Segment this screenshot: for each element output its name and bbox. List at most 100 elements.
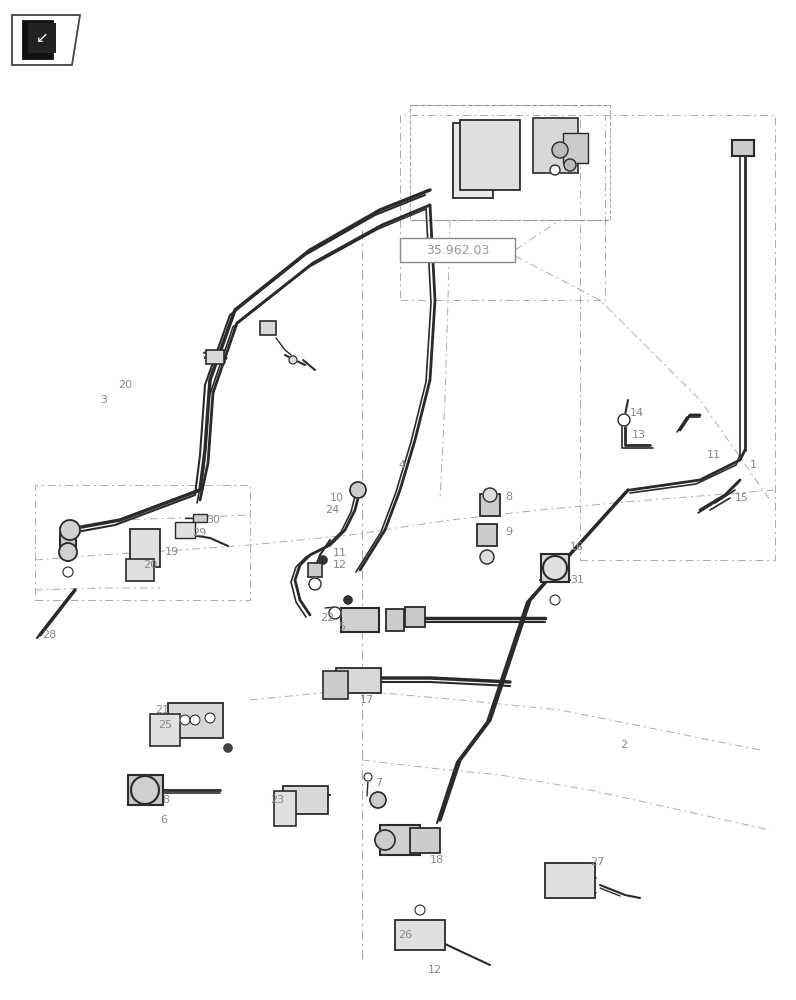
Circle shape [483, 488, 497, 502]
Circle shape [180, 715, 190, 725]
Bar [341, 608, 379, 632]
Text: 8: 8 [162, 795, 169, 805]
Bar [35, 485, 250, 600]
Text: 11: 11 [333, 548, 347, 558]
Text: 26: 26 [398, 930, 412, 940]
Bar [23, 21, 53, 59]
Circle shape [63, 567, 73, 577]
Text: 7: 7 [375, 778, 382, 788]
Bar [477, 524, 497, 546]
Circle shape [289, 356, 297, 364]
Text: 24: 24 [325, 505, 339, 515]
Text: 25: 25 [158, 720, 172, 730]
Circle shape [552, 142, 568, 158]
Bar [126, 559, 154, 581]
Text: 18: 18 [430, 855, 444, 865]
Bar [127, 775, 162, 805]
Circle shape [309, 578, 321, 590]
Text: 27: 27 [590, 857, 604, 867]
Text: 30: 30 [206, 515, 220, 525]
Text: 20: 20 [143, 560, 157, 570]
Circle shape [60, 520, 80, 540]
Text: 28: 28 [42, 630, 57, 640]
Circle shape [364, 773, 372, 781]
Text: 29: 29 [192, 528, 206, 538]
Bar [386, 609, 404, 631]
Bar [175, 522, 195, 538]
Text: 13: 13 [632, 430, 646, 440]
Bar [410, 828, 440, 852]
Text: 8: 8 [505, 492, 512, 502]
Text: 22: 22 [320, 613, 334, 623]
Bar [533, 117, 578, 172]
Bar [460, 120, 520, 190]
Polygon shape [22, 22, 70, 60]
Bar [60, 528, 76, 556]
Circle shape [564, 159, 576, 171]
Text: 12: 12 [333, 560, 347, 570]
Text: 23: 23 [270, 795, 284, 805]
Bar [28, 23, 56, 53]
Circle shape [205, 713, 215, 723]
Text: 20: 20 [118, 380, 132, 390]
Bar [206, 350, 224, 364]
Text: 9: 9 [505, 527, 512, 537]
Bar [260, 321, 276, 335]
Text: 2: 2 [620, 740, 627, 750]
Bar [274, 790, 296, 826]
Circle shape [59, 543, 77, 561]
Bar [335, 668, 380, 692]
Bar [405, 607, 425, 627]
Text: 5: 5 [338, 622, 345, 632]
Text: ↙: ↙ [33, 30, 50, 49]
Circle shape [543, 556, 567, 580]
Circle shape [350, 482, 366, 498]
Bar [150, 714, 180, 746]
Bar [410, 105, 610, 220]
Bar [395, 920, 445, 950]
Text: 35.962.03: 35.962.03 [426, 243, 490, 256]
Text: 11: 11 [707, 450, 721, 460]
Text: 16: 16 [570, 542, 584, 552]
Text: ↙: ↙ [36, 30, 49, 45]
Circle shape [375, 830, 395, 850]
Circle shape [131, 776, 159, 804]
Text: 6: 6 [160, 815, 167, 825]
Text: 1: 1 [750, 460, 757, 470]
Bar [308, 563, 322, 577]
Bar [322, 671, 348, 699]
Bar [480, 494, 500, 516]
Circle shape [480, 550, 494, 564]
Bar [283, 786, 327, 814]
Bar [400, 115, 605, 300]
Bar [732, 140, 754, 156]
Bar [580, 115, 775, 560]
Circle shape [370, 792, 386, 808]
Text: 21: 21 [155, 705, 169, 715]
Text: 3: 3 [100, 395, 107, 405]
Text: 12: 12 [428, 965, 442, 975]
Circle shape [190, 715, 200, 725]
Text: 10: 10 [330, 493, 344, 503]
Polygon shape [12, 15, 80, 65]
Text: 4: 4 [398, 460, 405, 470]
Circle shape [415, 905, 425, 915]
Bar [563, 133, 587, 163]
Circle shape [550, 165, 560, 175]
Bar [193, 514, 207, 522]
Text: 14: 14 [630, 408, 644, 418]
Text: 15: 15 [735, 493, 749, 503]
Text: 19: 19 [165, 547, 179, 557]
Circle shape [550, 595, 560, 605]
Text: 17: 17 [360, 695, 374, 705]
Bar [453, 122, 493, 198]
Circle shape [618, 414, 630, 426]
Circle shape [329, 607, 341, 619]
Circle shape [319, 556, 327, 564]
Bar [167, 702, 223, 738]
Circle shape [224, 744, 232, 752]
Bar [380, 825, 420, 855]
Bar [545, 862, 595, 898]
Bar [400, 238, 515, 262]
Bar [541, 554, 569, 582]
